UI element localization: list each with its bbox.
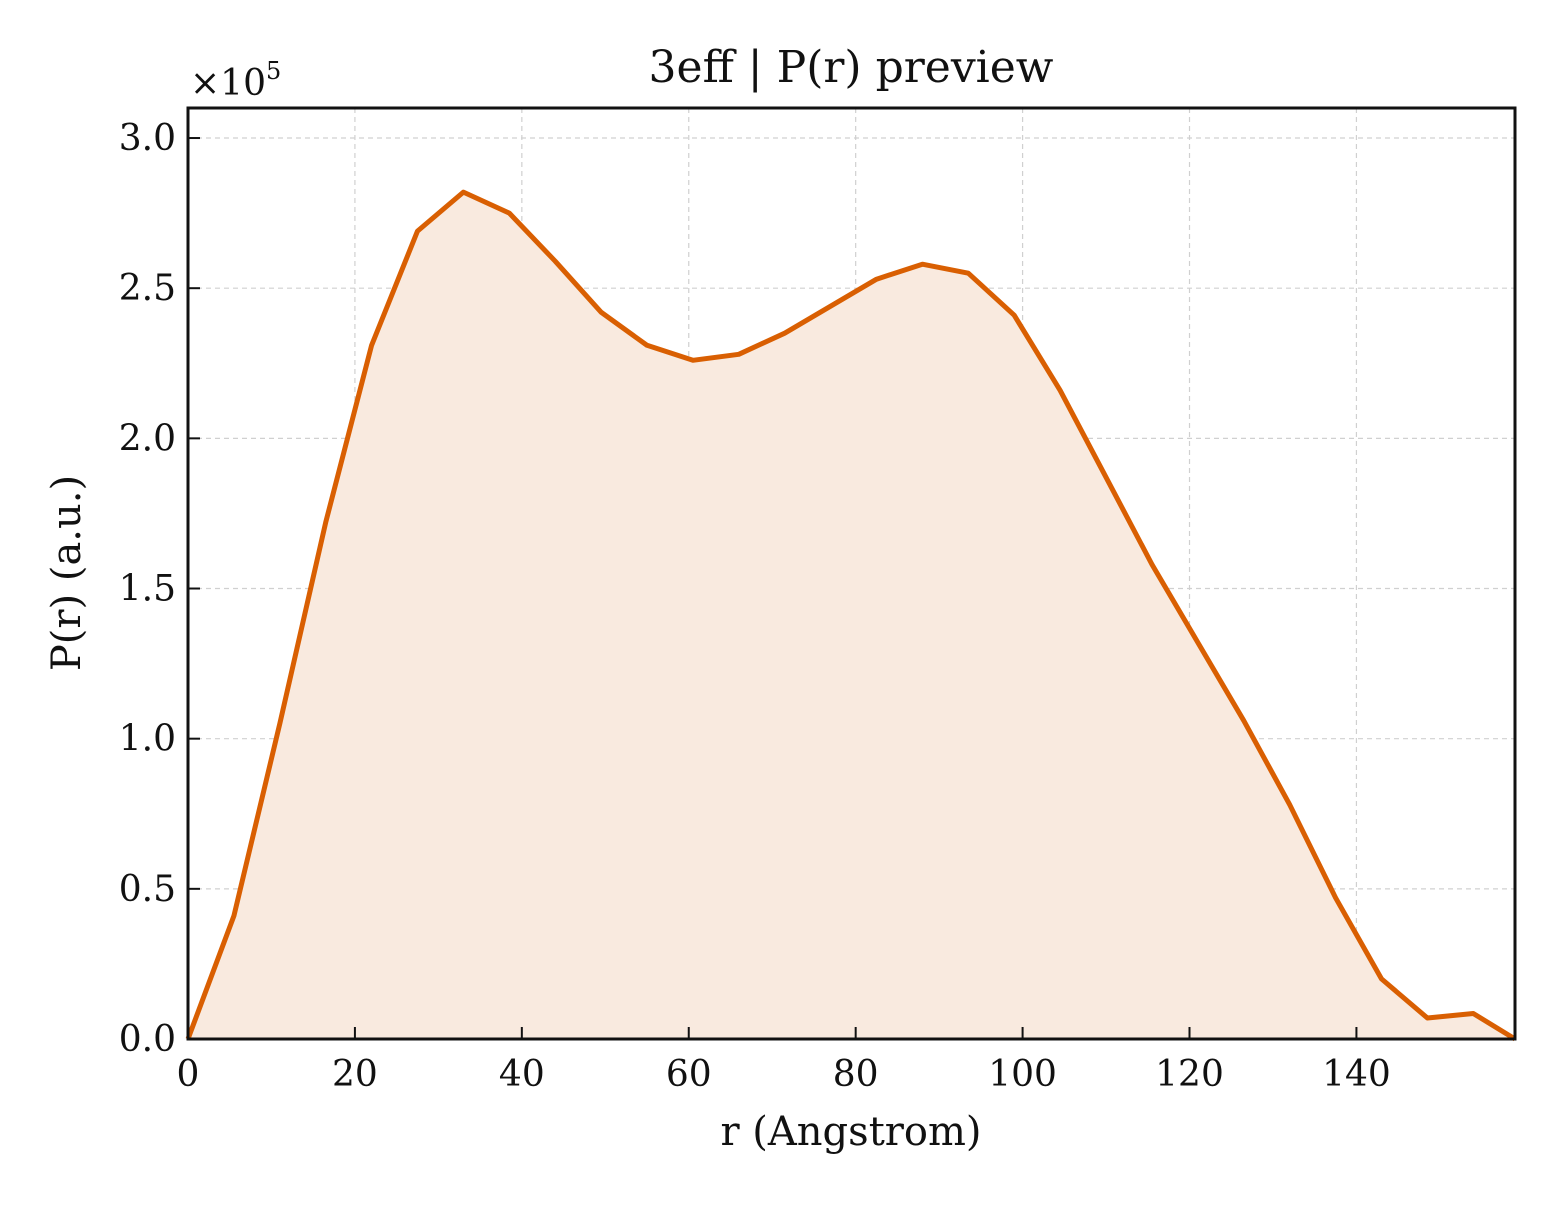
x-tick-label: 0 — [177, 1054, 200, 1095]
area-fill — [188, 192, 1515, 1040]
y-tick-label: 3.0 — [119, 118, 176, 159]
series-line — [185, 189, 1517, 1042]
axis-ticks: 0 20 40 60 80 100 120 140 0.0 0.5 1.0 1.5 2.0 2.5 3.0 — [119, 118, 1391, 1095]
y-tick-label: 0.0 — [119, 1019, 176, 1060]
plot-frame — [186, 106, 1517, 1041]
y-tick-label: 2.0 — [119, 418, 176, 459]
x-tick-label: 120 — [1155, 1054, 1224, 1095]
y-tick-label: 1.0 — [119, 719, 176, 760]
chart-title: 3eff | P(r) preview — [649, 42, 1054, 93]
y-tick-label: 0.5 — [119, 869, 176, 910]
x-tick-label: 100 — [988, 1054, 1057, 1095]
y-scale-base: ×10 — [190, 63, 266, 104]
y-scale-exponent: 5 — [266, 57, 281, 85]
y-scale-factor: ×105 — [190, 57, 281, 104]
x-axis-label: r (Angstrom) — [720, 1109, 981, 1155]
y-tick-label: 1.5 — [119, 569, 176, 610]
x-tick-label: 60 — [666, 1054, 712, 1095]
x-tick-label: 80 — [833, 1054, 879, 1095]
x-tick-label: 140 — [1322, 1054, 1391, 1095]
y-tick-label: 2.5 — [119, 268, 176, 309]
x-tick-label: 40 — [499, 1054, 545, 1095]
y-axis-label: P(r) (a.u.) — [44, 475, 90, 671]
x-tick-label: 20 — [332, 1054, 378, 1095]
